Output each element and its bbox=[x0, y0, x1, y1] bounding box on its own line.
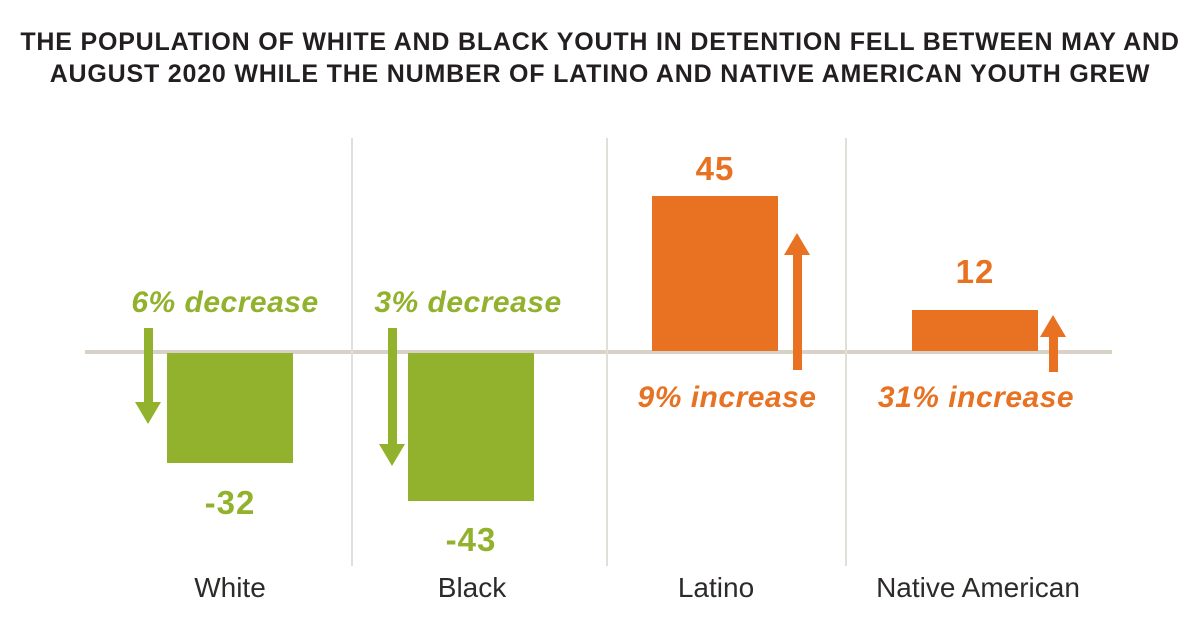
category-label-latino: Latino bbox=[677, 572, 755, 603]
increase-arrow-shaft bbox=[793, 251, 802, 370]
change-label-native-american: 31% increase bbox=[877, 381, 1075, 414]
change-label-latino: 9% increase bbox=[637, 381, 817, 414]
decrease-arrow-shaft bbox=[388, 328, 397, 448]
bar-black bbox=[408, 353, 534, 501]
value-label-latino: 45 bbox=[695, 150, 735, 187]
decrease-arrow-icon bbox=[135, 402, 161, 424]
chart-title-line-1: THE POPULATION OF WHITE AND BLACK YOUTH … bbox=[20, 28, 1180, 56]
bar-native-american bbox=[912, 310, 1038, 351]
column-divider bbox=[351, 138, 353, 566]
bar-white bbox=[167, 353, 293, 463]
value-label-white: -32 bbox=[204, 484, 256, 521]
column-divider bbox=[845, 138, 847, 566]
column-divider bbox=[606, 138, 608, 566]
change-label-black: 3% decrease bbox=[374, 286, 562, 319]
chart-title-line-2: AUGUST 2020 WHILE THE NUMBER OF LATINO A… bbox=[49, 60, 1151, 88]
increase-arrow-icon bbox=[784, 233, 810, 255]
chart-title: THE POPULATION OF WHITE AND BLACK YOUTH … bbox=[0, 26, 1200, 90]
zero-baseline-axis bbox=[85, 350, 1112, 354]
category-label-white: White bbox=[194, 572, 266, 603]
decrease-arrow-shaft bbox=[144, 328, 153, 406]
increase-arrow-icon bbox=[1040, 315, 1066, 337]
value-label-black: -43 bbox=[445, 521, 497, 558]
value-label-native-american: 12 bbox=[955, 253, 995, 290]
bar-latino bbox=[652, 196, 778, 351]
category-label-black: Black bbox=[437, 572, 507, 603]
decrease-arrow-icon bbox=[379, 444, 405, 466]
category-label-native-american: Native American bbox=[876, 572, 1080, 603]
change-label-white: 6% decrease bbox=[131, 286, 319, 319]
increase-arrow-shaft bbox=[1049, 333, 1058, 372]
